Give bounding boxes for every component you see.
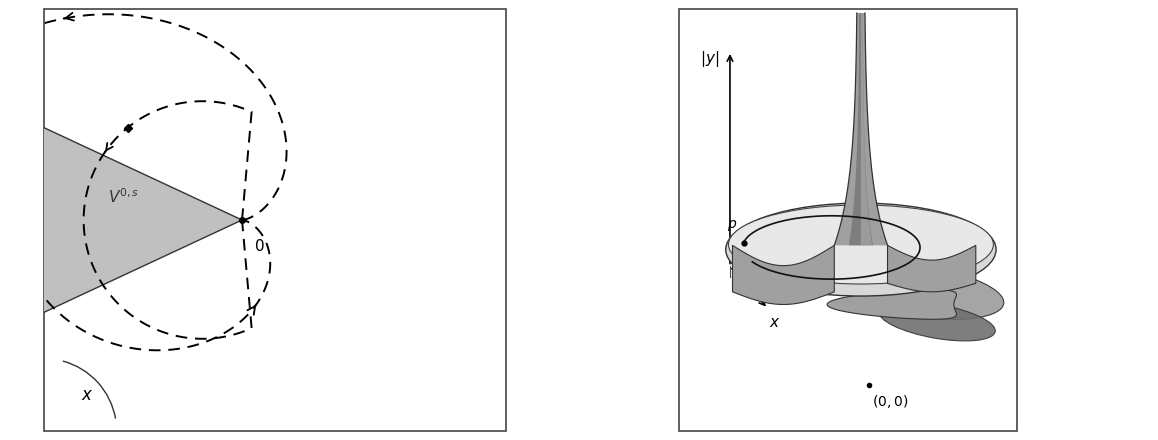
Text: $(0,0)$: $(0,0)$	[872, 393, 909, 410]
Text: $x$: $x$	[769, 315, 780, 330]
Text: $|y|$: $|y|$	[701, 49, 719, 70]
Ellipse shape	[726, 203, 996, 296]
Polygon shape	[860, 13, 872, 246]
Polygon shape	[834, 13, 887, 246]
Text: $p$: $p$	[727, 218, 738, 233]
Polygon shape	[827, 290, 957, 319]
Ellipse shape	[728, 205, 994, 284]
Text: $0$: $0$	[254, 238, 264, 254]
Text: $\gamma(p)$: $\gamma(p)$	[848, 254, 877, 272]
Polygon shape	[733, 246, 834, 304]
Polygon shape	[849, 13, 873, 246]
Text: $V^{0,s}$: $V^{0,s}$	[108, 187, 139, 206]
Ellipse shape	[836, 264, 1004, 319]
Polygon shape	[0, 95, 242, 345]
Polygon shape	[887, 246, 976, 292]
Text: $x$: $x$	[81, 386, 93, 404]
Ellipse shape	[879, 302, 995, 341]
